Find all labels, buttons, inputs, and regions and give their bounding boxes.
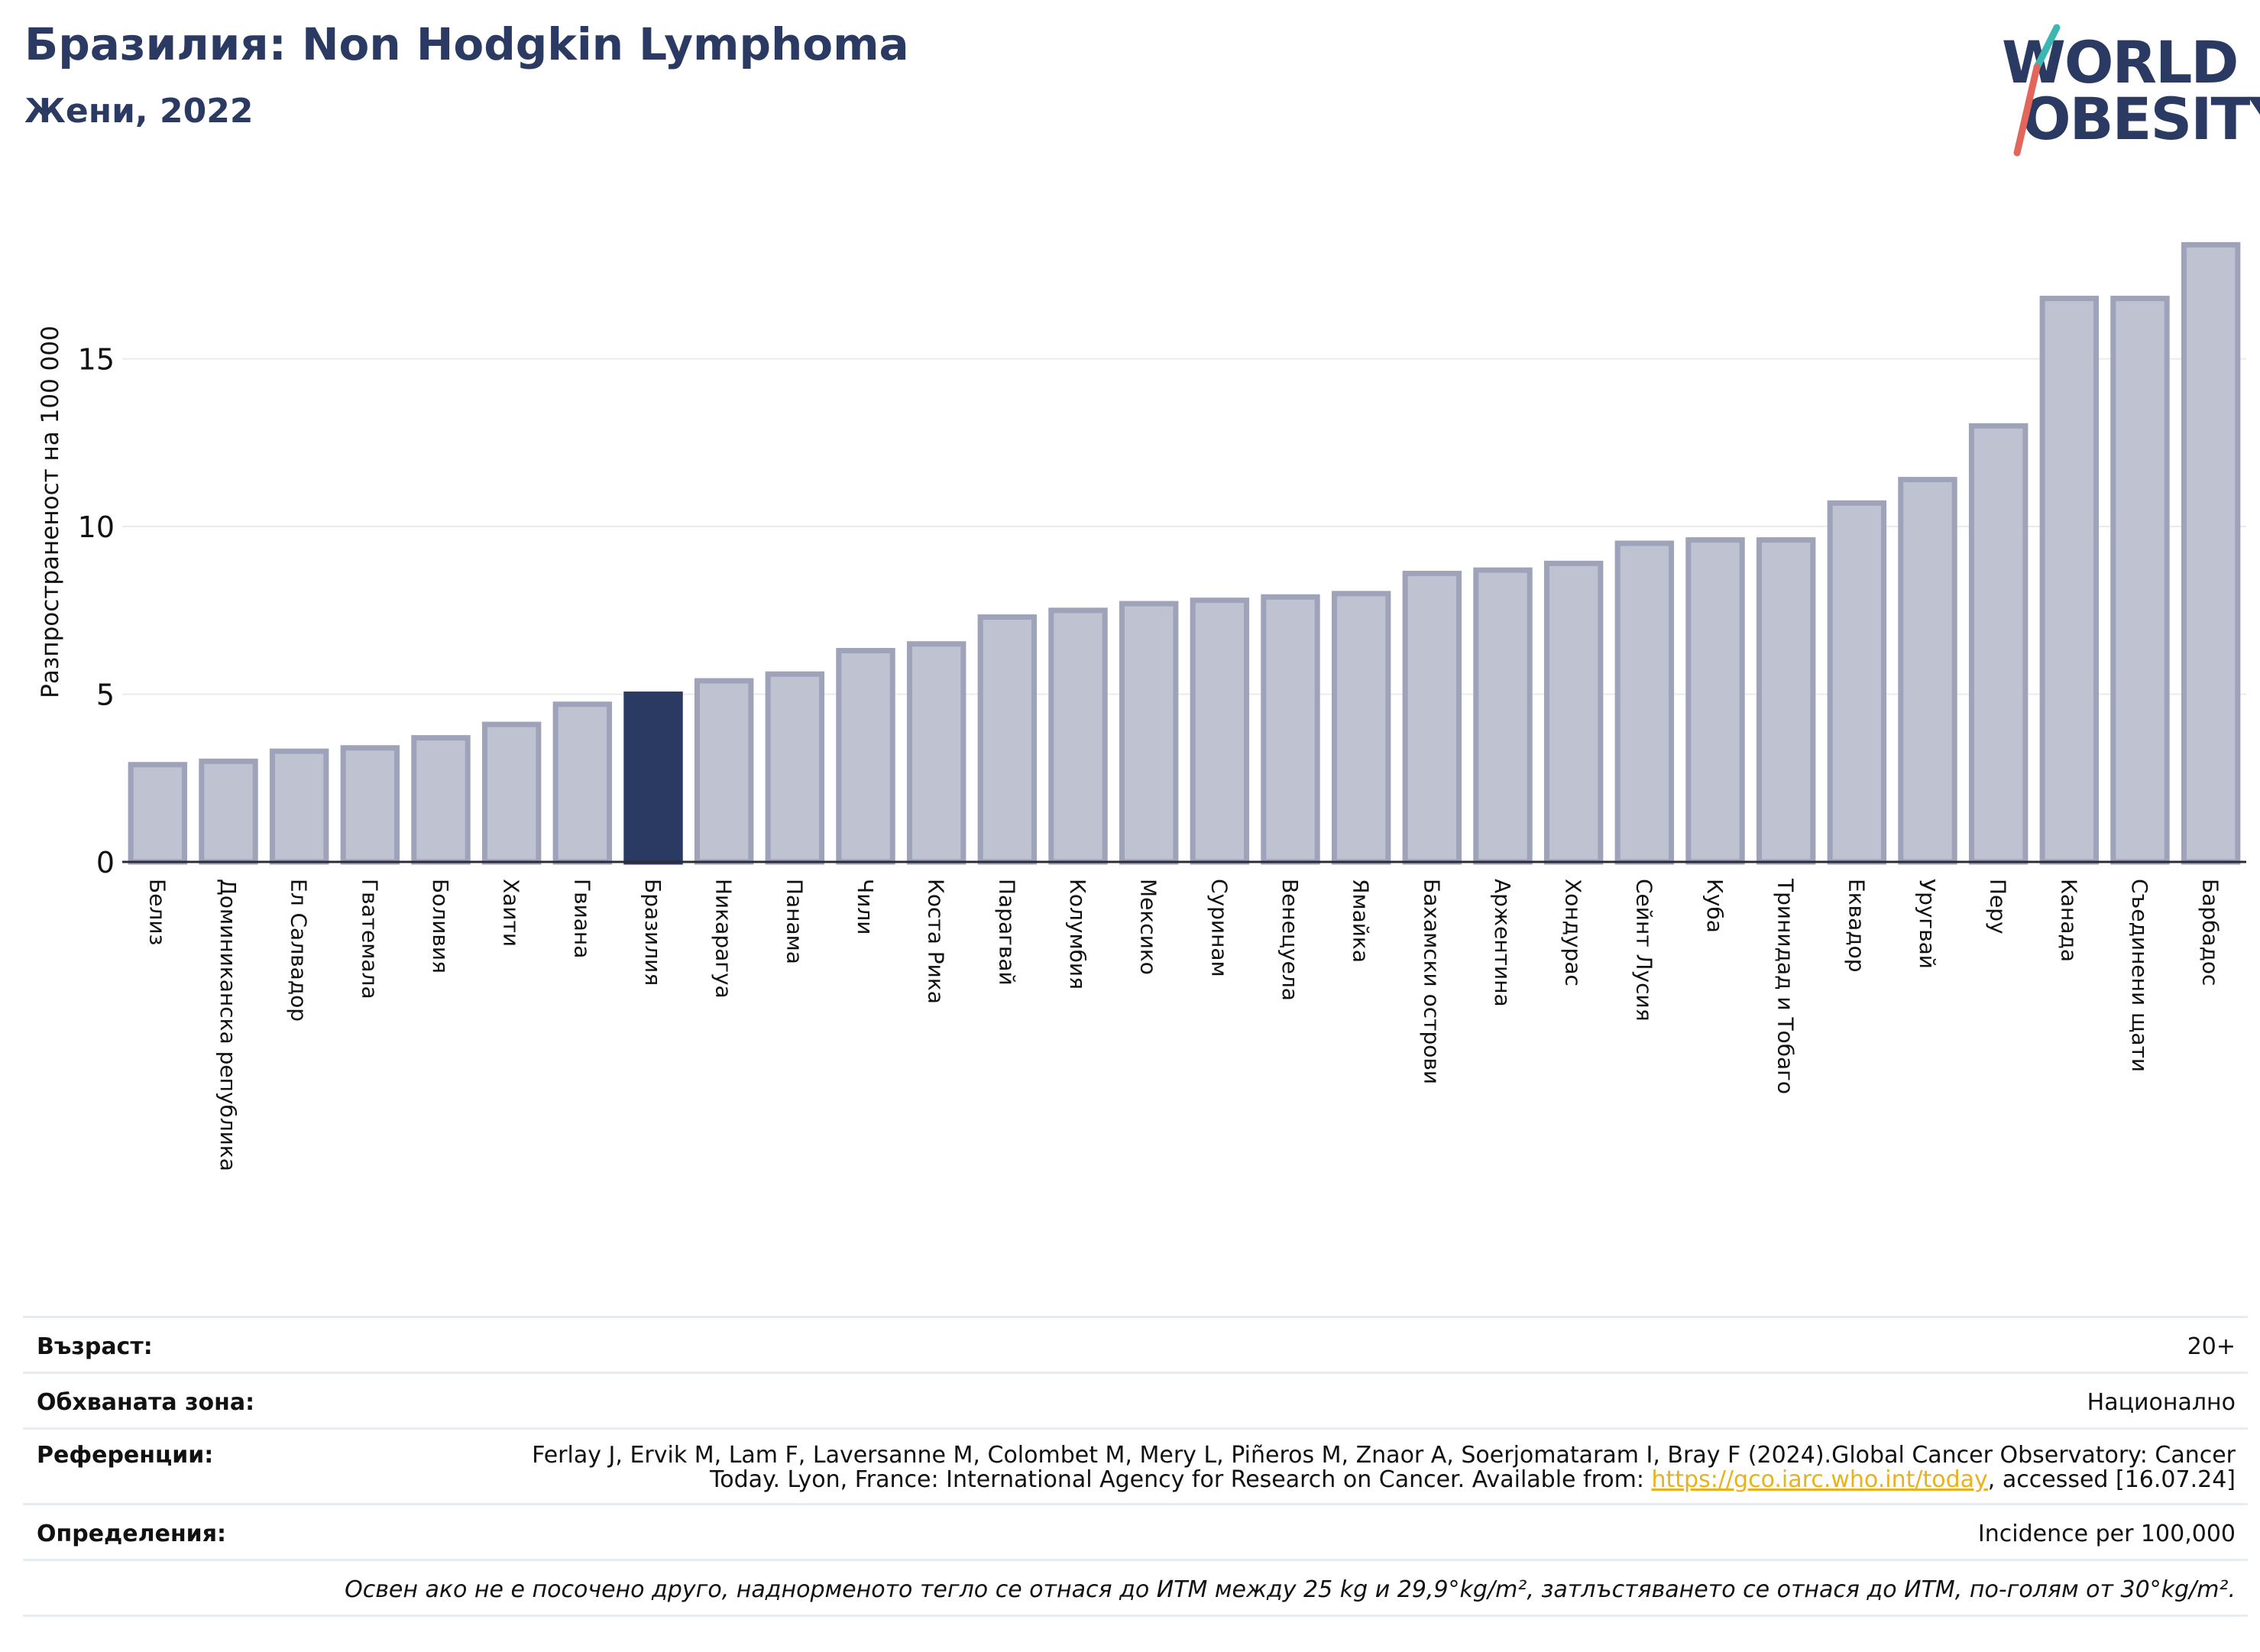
- x-tick-label: Еквадор: [1844, 879, 1869, 973]
- logo-line-2: OBESITY: [2022, 85, 2260, 153]
- page-title: Бразилия: Non Hodgkin Lymphoma: [24, 18, 909, 70]
- bar-13: [977, 614, 1038, 865]
- x-tick-label: Белиз: [144, 879, 170, 945]
- x-tick-label: Боливия: [428, 879, 453, 973]
- x-tick-label: Суринам: [1206, 879, 1232, 977]
- bar-14: [1048, 607, 1108, 865]
- y-tick-label: 5: [96, 679, 115, 712]
- bar-23: [1685, 537, 1745, 865]
- y-tick-label: 0: [96, 846, 115, 879]
- y-tick-label: 10: [78, 510, 115, 544]
- x-tick-label: Гвиана: [569, 879, 594, 958]
- bar-3: [269, 748, 329, 865]
- x-tick-label: Бразилия: [640, 879, 665, 986]
- bar-6: [481, 721, 542, 865]
- references-text: Ferlay J, Ervik M, Lam F, Laversanne M, …: [532, 1442, 2236, 1493]
- x-tick-label: Съединени щати: [2127, 879, 2152, 1072]
- definitions-label: Определения:: [37, 1521, 226, 1547]
- info-row-note: Освен ако не е посочено друго, наднормен…: [23, 1559, 2248, 1617]
- bar-18: [1331, 591, 1391, 865]
- x-tick-label: Парагвай: [994, 879, 1019, 986]
- references-accessed: , accessed [16.07.24]: [1987, 1466, 2236, 1493]
- y-tick-label: 15: [78, 343, 115, 377]
- age-value: 20+: [2187, 1333, 2236, 1360]
- bar-22: [1614, 540, 1675, 865]
- x-tick-label: Панама: [782, 879, 807, 964]
- x-tick-label: Никарагуа: [711, 879, 737, 999]
- x-tick-label: Мексико: [1136, 879, 1161, 975]
- x-tick-label: Уругвай: [1915, 879, 1940, 969]
- x-tick-label: Колумбия: [1065, 879, 1090, 990]
- x-tick-label: Бахамски острови: [1419, 879, 1444, 1084]
- bar-9: [694, 678, 754, 865]
- bar-21: [1543, 560, 1604, 865]
- x-tick-label: Хондурас: [1561, 879, 1586, 986]
- x-tick-label: Канада: [2056, 879, 2081, 962]
- x-tick-label: Барбадос: [2198, 879, 2223, 986]
- bar-12: [906, 641, 966, 865]
- definitions-value: Incidence per 100,000: [1977, 1521, 2236, 1547]
- bar-chart: 0 5 10 15 Разпространеност на 100 000 Белиз До…: [37, 241, 2246, 1171]
- bar-10: [765, 671, 825, 865]
- info-row-definitions: Определения: Incidence per 100,000: [23, 1503, 2248, 1559]
- page-subtitle: Жени, 2022: [24, 92, 254, 131]
- references-value: Ferlay J, Ervik M, Lam F, Laversanne M, …: [478, 1443, 2236, 1492]
- bar-17: [1261, 594, 1320, 865]
- y-axis-label: Разпространеност на 100 000: [37, 326, 64, 698]
- bar-5: [411, 735, 471, 865]
- x-tick-label: Тринидад и Тобаго: [1773, 878, 1799, 1094]
- x-tick-label: Гватемала: [357, 879, 382, 999]
- x-tick-label: Куба: [1702, 879, 1727, 933]
- bar-16: [1190, 598, 1250, 865]
- x-tick-label: Коста Рика: [924, 879, 949, 1004]
- x-tick-label: Доминиканска република: [215, 879, 241, 1171]
- bar-11: [836, 647, 895, 865]
- definition-note: Освен ако не е посочено друго, наднормен…: [345, 1576, 2236, 1603]
- bar-19: [1402, 571, 1462, 865]
- references-label: Референции:: [37, 1442, 214, 1469]
- info-row-references: Референции: Ferlay J, Ervik M, Lam F, La…: [23, 1427, 2248, 1503]
- area-value: Национално: [2087, 1389, 2236, 1416]
- logo-slash-icon: [2013, 24, 2061, 157]
- x-tick-label: Аржентина: [1490, 879, 1515, 1007]
- bar-27: [1968, 423, 2028, 865]
- bar-20: [1473, 567, 1533, 865]
- bar-4: [340, 745, 400, 865]
- bar-15: [1119, 601, 1179, 865]
- x-tick-label: Ел Салвадор: [287, 879, 312, 1022]
- x-tick-label: Чили: [853, 879, 878, 935]
- references-link[interactable]: https://gco.iarc.who.int/today: [1651, 1466, 1988, 1493]
- bar-2: [199, 758, 258, 865]
- age-label: Възраст:: [37, 1333, 153, 1360]
- x-tick-label: Перу: [1986, 879, 2011, 935]
- bar-1: [128, 762, 188, 865]
- bar-26: [1898, 477, 1957, 865]
- info-row-age: Възраст: 20+: [23, 1316, 2248, 1372]
- world-obesity-logo: WORLD OBESITY: [1986, 21, 2260, 159]
- x-tick-label: Венецуела: [1277, 879, 1303, 1001]
- x-tick-label: Сейнт Лусия: [1631, 879, 1656, 1022]
- bar-24: [1756, 537, 1816, 865]
- x-tick-label: Ямайка: [1349, 879, 1374, 963]
- info-table: Възраст: 20+ Обхваната зона: Национално …: [23, 1316, 2248, 1617]
- bar-28: [2039, 296, 2100, 865]
- bar-29: [2110, 296, 2170, 865]
- bar-7: [552, 701, 613, 865]
- area-label: Обхваната зона:: [37, 1389, 255, 1416]
- bar-25: [1827, 500, 1887, 865]
- info-row-area: Обхваната зона: Национално: [23, 1372, 2248, 1427]
- bar-30: [2181, 241, 2241, 865]
- x-tick-label: Хаити: [499, 879, 524, 947]
- bar-8: [623, 692, 683, 865]
